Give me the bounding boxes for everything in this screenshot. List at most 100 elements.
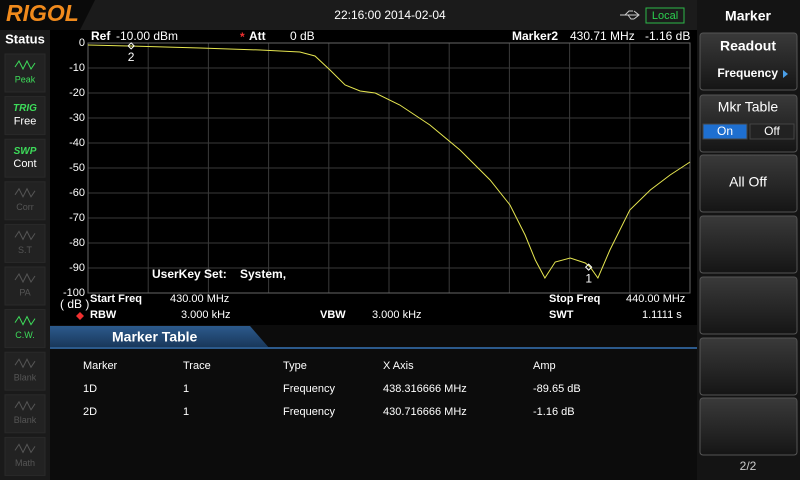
footer-swt-label: SWT	[549, 309, 574, 321]
status-item-label: C.W.	[15, 330, 35, 340]
status-item-label: S.T	[18, 245, 33, 255]
footer-vbw: 3.000 kHz	[372, 309, 422, 321]
status-item[interactable]	[4, 436, 46, 476]
marker-label: 2	[128, 50, 135, 64]
footer-stop: 440.00 MHz	[626, 293, 685, 305]
y-tick-label: -80	[69, 237, 85, 249]
footer-vbw-label: VBW	[320, 309, 346, 321]
softkey-label: All Off	[729, 174, 767, 190]
table-cell: Frequency	[283, 383, 335, 395]
y-tick-label: -20	[69, 87, 85, 99]
toggle-option-label: Off	[764, 124, 780, 138]
status-item[interactable]	[4, 266, 46, 306]
status-item[interactable]	[4, 309, 46, 349]
table-cell: Frequency	[283, 406, 335, 418]
y-tick-label: -40	[69, 137, 85, 149]
plot-frame	[87, 42, 691, 294]
status-icon	[14, 400, 36, 411]
local-mode: Local	[652, 10, 678, 22]
softkey[interactable]	[699, 337, 798, 396]
softkey[interactable]	[699, 32, 798, 91]
softkey[interactable]	[699, 276, 798, 335]
marker-table-panel	[50, 325, 697, 480]
footer-start-label: Start Freq	[90, 293, 142, 305]
toggle-option-label: On	[717, 124, 733, 138]
status-item[interactable]	[4, 96, 46, 136]
y-tick-label: 0	[79, 37, 85, 49]
table-cell: 2D	[83, 406, 97, 418]
table-cell: -1.16 dB	[533, 406, 575, 418]
status-icon	[14, 272, 36, 284]
y-tick-label: -90	[69, 262, 85, 274]
y-tick-label: -60	[69, 187, 85, 199]
status-item-label: PA	[19, 287, 30, 297]
softkey-value: Frequency	[717, 66, 778, 80]
footer-start: 430.00 MHz	[170, 293, 229, 305]
plot-att: Att	[249, 29, 266, 43]
status-item[interactable]	[4, 394, 46, 434]
table-cell: 1	[183, 406, 189, 418]
softkey[interactable]	[699, 397, 798, 456]
marker-table-title: Marker Table	[112, 329, 198, 345]
marker-table-rule	[50, 347, 697, 349]
plot-area	[50, 30, 697, 325]
status-item-label: Free	[14, 116, 37, 128]
status-icon	[14, 230, 36, 241]
status-title: Status	[5, 31, 45, 46]
usb-icon	[620, 10, 640, 20]
table-header: Trace	[183, 360, 211, 372]
top-bar	[0, 0, 697, 30]
plot-marker-freq: 430.71 MHz	[570, 29, 635, 43]
plot-unit: ( dB )	[60, 297, 89, 311]
status-item-label: Blank	[14, 373, 37, 383]
plot-userkey: UserKey Set:	[152, 267, 227, 281]
plot-marker-amp: -1.16 dB	[645, 29, 690, 43]
plot-userkey-value: System,	[240, 267, 286, 281]
status-icon	[14, 315, 36, 326]
table-header: Type	[283, 360, 307, 372]
status-item-label: Peak	[15, 74, 36, 84]
plot-ref: Ref	[91, 29, 111, 43]
status-item[interactable]	[4, 223, 46, 263]
status-item[interactable]	[4, 138, 46, 178]
menu-page: 2/2	[740, 459, 757, 473]
rbw-flag	[76, 312, 84, 320]
status-icon	[14, 358, 36, 369]
plot-att-value: 0 dB	[290, 29, 315, 43]
footer-rbw: 3.000 kHz	[181, 309, 231, 321]
status-item[interactable]	[4, 181, 46, 221]
y-tick-label: -100	[63, 287, 85, 299]
status-icon	[14, 59, 36, 71]
toggle-option[interactable]	[702, 123, 748, 140]
local-box	[645, 7, 685, 24]
logo: RIGOL	[6, 0, 79, 26]
table-cell: 438.316666 MHz	[383, 383, 467, 395]
softkey-label: Readout	[720, 38, 776, 54]
plot-att-flag: *	[240, 30, 245, 44]
footer-rbw-label: RBW	[90, 309, 117, 321]
plot-marker-readout: Marker2	[512, 29, 558, 43]
table-header: X Axis	[383, 360, 414, 372]
status-item-title: SWP	[14, 146, 37, 157]
plot-ref-value: -10.00 dBm	[116, 29, 178, 43]
y-tick-label: -10	[69, 62, 85, 74]
status-item-label: Blank	[14, 415, 37, 425]
footer-stop-label: Stop Freq	[549, 293, 600, 305]
softkey[interactable]	[699, 215, 798, 274]
table-cell: 430.716666 MHz	[383, 406, 467, 418]
y-tick-label: -50	[69, 162, 85, 174]
y-tick-label: -70	[69, 212, 85, 224]
softkey-arrow	[783, 70, 788, 78]
table-cell: 1	[183, 383, 189, 395]
marker-table-tab	[50, 326, 270, 349]
status-item[interactable]	[4, 351, 46, 391]
toggle-option[interactable]	[749, 123, 795, 140]
status-item[interactable]	[4, 53, 46, 93]
status-icon	[14, 443, 36, 454]
datetime: 22:16:00 2014-02-04	[334, 8, 446, 22]
status-item-title: TRIG	[13, 103, 37, 114]
table-header: Amp	[533, 360, 556, 372]
softkey[interactable]	[699, 154, 798, 213]
status-item-label: Math	[15, 458, 35, 468]
